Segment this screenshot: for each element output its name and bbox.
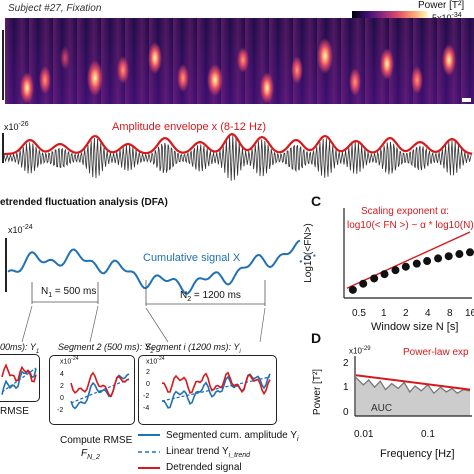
legend-swatches	[138, 434, 160, 469]
cumulative-plot	[7, 239, 319, 343]
panel-c-xtick-2: 2	[403, 308, 409, 319]
segmenti-box	[138, 355, 277, 425]
panel-c-point	[466, 248, 474, 257]
envelope-scale: x10-26	[4, 121, 29, 132]
segment-detrended-line	[162, 371, 271, 396]
panel-d-ytick-0: 2	[343, 358, 349, 369]
segmenti-tick-1: 0	[146, 381, 150, 388]
panel-d-letter: D	[311, 330, 322, 346]
panel-d-xtick-1: 0.1	[421, 429, 435, 440]
panel-c-point	[434, 254, 443, 263]
panel-d-plot	[354, 356, 472, 417]
f-n2-label: FN_2	[81, 448, 100, 462]
panel-c-point	[391, 266, 400, 275]
panel-d-xtick-0: 0.01	[354, 429, 374, 440]
y-scale-bar-env	[2, 133, 4, 163]
dfa-scale: x10-24	[8, 224, 33, 235]
segmenti-title: Segment i (1200 ms): Yi	[145, 342, 241, 355]
panel-c-point	[444, 252, 453, 261]
panel-c-xtick-4: 8	[447, 308, 453, 319]
segment-trend-line	[161, 376, 271, 402]
segment-detrended-line	[70, 371, 130, 398]
segment2-scale: x10-24	[60, 356, 79, 366]
panel-d-ylabel: Power [T²]	[312, 368, 323, 416]
envelope-label: Amplitude envelope x (8-12 Hz)	[112, 121, 267, 133]
segmenti-tick-2: -2	[143, 393, 150, 400]
panel-c-xtick-0: 0.5	[352, 308, 366, 319]
connector-4	[259, 307, 266, 343]
connector-3	[145, 307, 169, 343]
colorbar-label: Power [T²]	[418, 0, 465, 11]
segmenti-plot	[161, 371, 271, 409]
segment1-title: 00ms): Y1	[0, 342, 40, 355]
connector-2	[89, 305, 99, 343]
panel-c-annotation-2: log10(< FN >) ~ α * log10(N)	[347, 220, 474, 231]
segment-trend-line	[1, 367, 37, 393]
envelope-line	[4, 132, 473, 156]
cumulative-line	[7, 239, 301, 295]
segment2-tick-0: 4	[60, 371, 64, 378]
panel-c-ylabel: Log10(<FN>)	[303, 223, 314, 283]
y-scale-bar-dfa	[5, 238, 7, 292]
cumulative-label: Cumulative signal X	[143, 252, 241, 264]
legend-item-1: Segmented cum. amplitude Yi	[166, 430, 299, 444]
panel-c-xlabel: Window size N [s]	[371, 321, 459, 333]
panel-c-xtick-3: 4	[425, 308, 431, 319]
segmenti-scale: x10-24	[146, 356, 165, 366]
segment-detrended-line	[1, 363, 37, 383]
n2-label: N2 = 1200 ms	[180, 290, 241, 304]
cumulative-line-dots	[299, 254, 319, 263]
rmse-label-1: RMSE	[0, 406, 29, 417]
panel-c-annotation-1: Scaling exponent α:	[361, 206, 450, 217]
colorbar	[352, 11, 428, 20]
panel-d-annotation: Power-law exp	[403, 347, 469, 358]
panel-d-ytick-2: 0	[343, 407, 349, 418]
panel-d-auc-area	[356, 377, 470, 416]
panel-c-point	[412, 259, 421, 268]
subject-label: Subject #27, Fixation	[8, 3, 102, 14]
segment2-plot	[70, 371, 130, 410]
segment1-plot	[1, 363, 37, 395]
panel-d-auc-label: AUC	[371, 403, 393, 414]
scale-bar	[462, 98, 471, 102]
panel-c-point	[423, 257, 432, 266]
dfa-title: etrended fluctuation analysis (DFA)	[0, 197, 168, 208]
panel-c-xtick-5: 16	[465, 308, 474, 319]
segment-trend-line	[70, 378, 130, 404]
panel-c-letter: C	[311, 193, 322, 209]
panel-c-point	[359, 279, 368, 288]
segment2-tick-2: 0	[60, 395, 64, 402]
n1-label: N1 = 500 ms	[41, 286, 97, 300]
panel-c-point	[455, 250, 464, 259]
segment2-tick-1: 2	[60, 383, 64, 390]
panel-c-point	[348, 285, 357, 294]
envelope-plot	[3, 132, 473, 181]
y-scale-bar-spec	[2, 30, 4, 100]
segmenti-tick-3: -4	[143, 405, 150, 412]
legend-item-3: Detrended signal	[166, 462, 242, 473]
panel-c-plot	[343, 208, 474, 299]
segment-amplitude-line	[1, 368, 37, 395]
panel-c-fit-line	[346, 231, 471, 289]
segmenti-tick-0: 2	[146, 369, 150, 376]
legend-item-2: Linear trend Yi_trend	[166, 446, 251, 460]
connector-1	[21, 305, 33, 343]
segment2-box	[49, 355, 135, 425]
raw-signal-line	[3, 135, 472, 181]
panel-d-scale: x10-29	[349, 346, 371, 356]
panel-c-point	[380, 270, 389, 279]
panel-d-spectrum-line	[355, 377, 471, 395]
panel-d-fit-line	[355, 374, 471, 391]
panel-c-xtick-1: 1	[381, 308, 387, 319]
panel-c-point	[401, 262, 410, 271]
panel-d-ytick-1: 1	[343, 382, 349, 393]
spectrogram-image	[5, 18, 474, 104]
panel-d-xlabel: Frequency [Hz]	[380, 448, 455, 460]
compute-rmse-label: Compute RMSE	[60, 435, 133, 446]
panel-c-point	[370, 274, 379, 283]
segment2-title: Segment 2 (500 ms): Y2	[58, 342, 154, 355]
segment2-tick-3: -2	[57, 407, 64, 414]
